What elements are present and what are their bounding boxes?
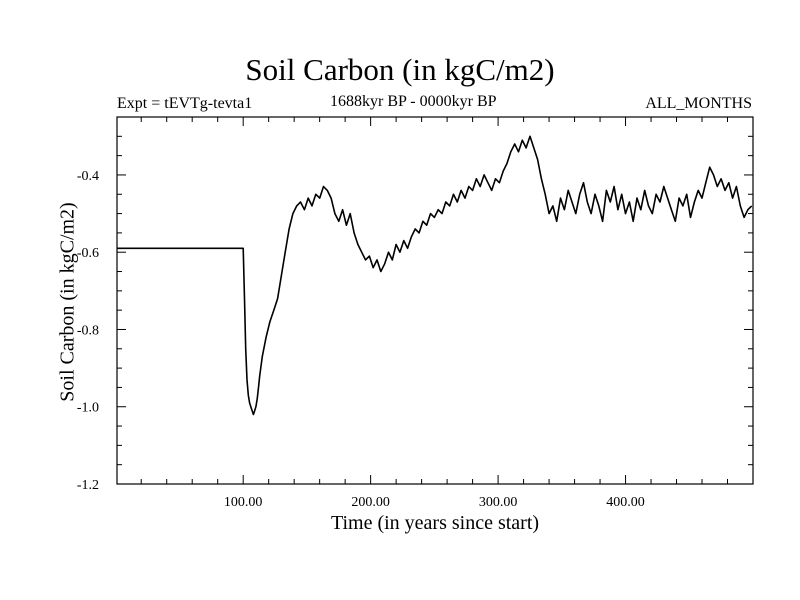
y-tick-label: -0.8	[77, 323, 99, 338]
x-tick-label: 400.00	[606, 495, 645, 510]
experiment-label: Expt = tEVTg-tevta1	[117, 95, 253, 112]
x-tick-label: 300.00	[479, 495, 518, 510]
chart-title: Soil Carbon (in kgC/m2)	[245, 52, 555, 87]
y-tick-label: -1.0	[77, 401, 99, 416]
y-axis-label: Soil Carbon (in kgC/m2)	[56, 202, 79, 402]
y-tick-label: -0.4	[77, 169, 99, 184]
y-tick-label: -0.6	[77, 246, 99, 261]
period-label: 1688kyr BP - 0000kyr BP	[330, 93, 497, 110]
y-tick-label: -1.2	[77, 478, 99, 493]
plot-frame	[116, 116, 754, 485]
soil-carbon-series-line	[117, 135, 753, 416]
months-label: ALL_MONTHS	[645, 95, 752, 112]
x-axis-label: Time (in years since start)	[330, 512, 540, 534]
tick-labels: 100.00 200.00 300.00 400.00 -1.2 -1.0 -0.8 -0.6…	[77, 169, 645, 510]
x-tick-label: 100.00	[224, 495, 263, 510]
axis-ticks	[117, 116, 753, 485]
x-tick-label: 200.00	[351, 495, 390, 510]
